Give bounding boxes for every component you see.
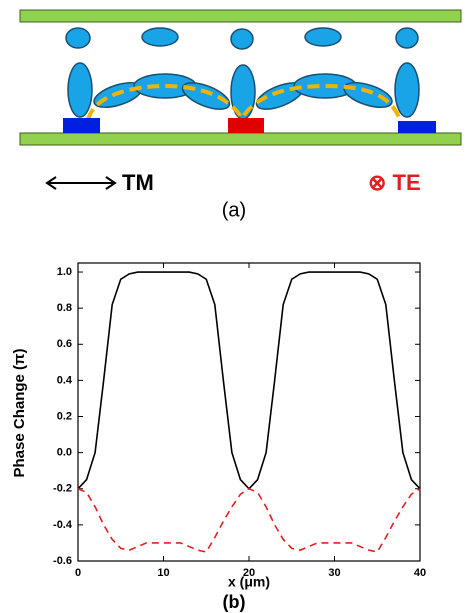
x-tick-label: 20 <box>243 567 255 579</box>
tm-arrow <box>45 176 117 190</box>
bottom-plate <box>19 132 462 146</box>
diagram: TM ⊗ TE (a) <box>19 9 462 221</box>
caption: (b) <box>223 592 246 612</box>
series-line <box>77 271 421 490</box>
y-tick-label: 1.0 <box>57 266 72 278</box>
plot-frame <box>77 262 421 562</box>
y-tick-label: 0.6 <box>57 338 72 350</box>
electrode <box>63 118 100 133</box>
te-label: ⊗ TE <box>368 170 421 195</box>
x-tick-label: 40 <box>414 567 426 579</box>
y-tick-label: -0.4 <box>53 519 73 531</box>
tm-label: TM <box>122 170 154 195</box>
director-curve <box>86 83 402 122</box>
y-tick-label: 0.4 <box>57 374 73 386</box>
x-tick-label: 10 <box>157 567 169 579</box>
chart: Phase Change (π) x (μm) (b) <box>11 348 270 611</box>
top-plate <box>19 9 462 23</box>
electrode <box>228 118 264 133</box>
y-tick-label: -0.6 <box>53 555 72 567</box>
x-axis-label: x (μm) <box>228 574 270 590</box>
y-tick-label: 0.8 <box>57 302 72 314</box>
caption: (a) <box>222 199 246 221</box>
y-tick-label: 0.2 <box>57 410 72 422</box>
y-axis-label: Phase Change (π) <box>11 348 28 477</box>
x-tick-label: 30 <box>328 567 340 579</box>
electrode <box>398 121 436 133</box>
molecules <box>65 27 420 120</box>
x-tick-label: 0 <box>75 567 81 579</box>
y-tick-label: 0.0 <box>57 447 72 459</box>
series-line <box>77 487 421 553</box>
y-tick-label: -0.2 <box>53 483 72 495</box>
